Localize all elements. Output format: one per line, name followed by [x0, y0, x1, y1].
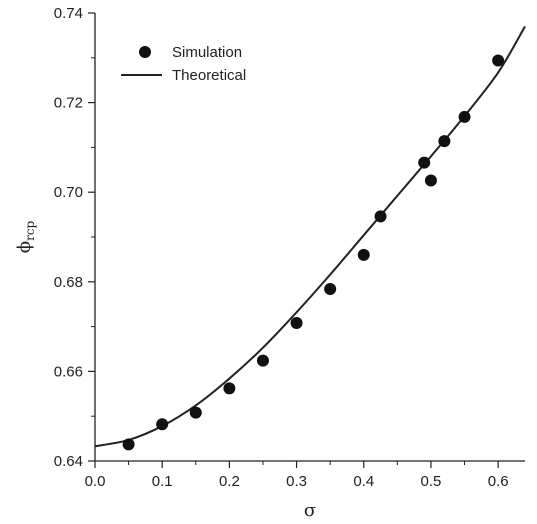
simulation-point	[290, 317, 303, 330]
theoretical-line	[94, 25, 526, 448]
y-tick-label: 0.70	[54, 184, 83, 201]
legend-label: Simulation	[172, 44, 242, 61]
y-tick-label: 0.64	[54, 453, 83, 470]
x-tick-label: 0.4	[353, 473, 374, 490]
x-tick-label: 0.0	[85, 473, 106, 490]
simulation-point	[256, 354, 269, 367]
simulation-point	[374, 210, 387, 223]
x-tick-label: 0.6	[488, 473, 509, 490]
simulation-point	[458, 110, 471, 123]
simulation-point	[122, 438, 135, 451]
y-tick-label: 0.66	[54, 363, 83, 380]
simulation-point	[324, 282, 337, 295]
axes-layer: 0.0 0.1 0.2 0.3 0.4 0.5 0.6 0.64 0.66 0.68 0.70 0.7…	[54, 5, 525, 490]
simulation-point	[189, 406, 202, 419]
y-axis-label: ϕrcp	[14, 220, 37, 253]
data-layer	[94, 25, 526, 451]
y-axis-label-subscript: rcp	[23, 220, 37, 240]
x-tick-label: 0.1	[152, 473, 173, 490]
simulation-point	[492, 54, 505, 67]
legend-marker-simulation	[139, 46, 151, 58]
simulation-point	[223, 382, 236, 395]
y-tick-label: 0.68	[54, 274, 83, 291]
y-axis-label-main: ϕ	[14, 241, 35, 253]
simulation-point	[424, 174, 437, 187]
legend-label: Theoretical	[172, 67, 246, 84]
simulation-point	[418, 156, 431, 169]
simulation-point	[156, 418, 169, 431]
x-tick-label: 0.3	[286, 473, 307, 490]
x-tick-label: 0.5	[421, 473, 442, 490]
y-tick-label: 0.72	[54, 95, 83, 112]
x-tick-label: 0.2	[219, 473, 240, 490]
simulation-point	[357, 248, 370, 261]
legend: Simulation Theoretical	[121, 44, 246, 84]
x-axis-label: σ	[304, 500, 316, 521]
simulation-point	[438, 135, 451, 148]
y-tick-label: 0.74	[54, 5, 83, 22]
